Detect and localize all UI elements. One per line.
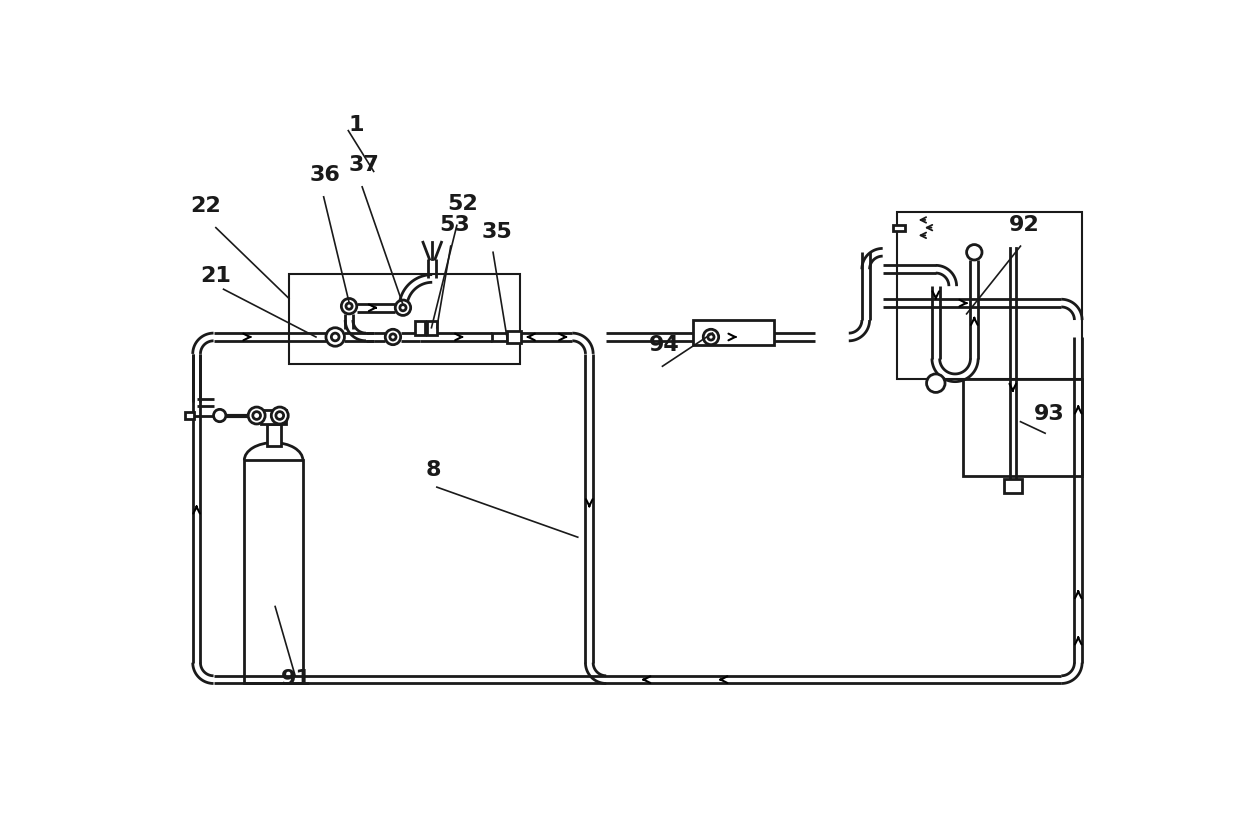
- Circle shape: [341, 298, 357, 314]
- Bar: [415, 321, 425, 335]
- Text: 8: 8: [427, 459, 441, 480]
- Circle shape: [396, 300, 410, 315]
- Text: 36: 36: [310, 165, 341, 185]
- Circle shape: [926, 374, 945, 392]
- Bar: [289, 274, 520, 364]
- Circle shape: [248, 407, 265, 424]
- Circle shape: [399, 305, 405, 310]
- Text: 1: 1: [348, 115, 363, 134]
- Circle shape: [708, 334, 714, 340]
- Circle shape: [703, 329, 719, 345]
- Circle shape: [331, 333, 339, 341]
- Circle shape: [213, 410, 226, 422]
- Circle shape: [386, 329, 401, 345]
- Text: 94: 94: [650, 335, 680, 355]
- Circle shape: [272, 407, 288, 424]
- Bar: [1003, 479, 1022, 493]
- Circle shape: [967, 245, 982, 260]
- Circle shape: [389, 334, 396, 340]
- Bar: [185, 413, 195, 419]
- Bar: [693, 320, 774, 345]
- Text: 22: 22: [191, 197, 221, 216]
- Bar: [898, 212, 1083, 379]
- Text: 35: 35: [481, 223, 512, 242]
- Text: 91: 91: [281, 669, 312, 689]
- Circle shape: [253, 412, 260, 419]
- Bar: [962, 379, 1083, 476]
- Bar: [894, 224, 905, 231]
- Bar: [427, 321, 436, 335]
- Bar: [244, 460, 303, 684]
- Bar: [491, 333, 507, 341]
- Circle shape: [326, 328, 345, 346]
- Text: 53: 53: [439, 215, 470, 235]
- Circle shape: [277, 412, 284, 419]
- Text: 93: 93: [1034, 404, 1065, 424]
- Text: 52: 52: [446, 194, 477, 214]
- Text: 21: 21: [201, 265, 232, 286]
- Text: 92: 92: [1009, 215, 1039, 235]
- Bar: [267, 424, 280, 446]
- Text: 37: 37: [350, 156, 379, 175]
- Circle shape: [346, 303, 352, 310]
- Bar: [507, 331, 521, 343]
- Bar: [262, 410, 286, 424]
